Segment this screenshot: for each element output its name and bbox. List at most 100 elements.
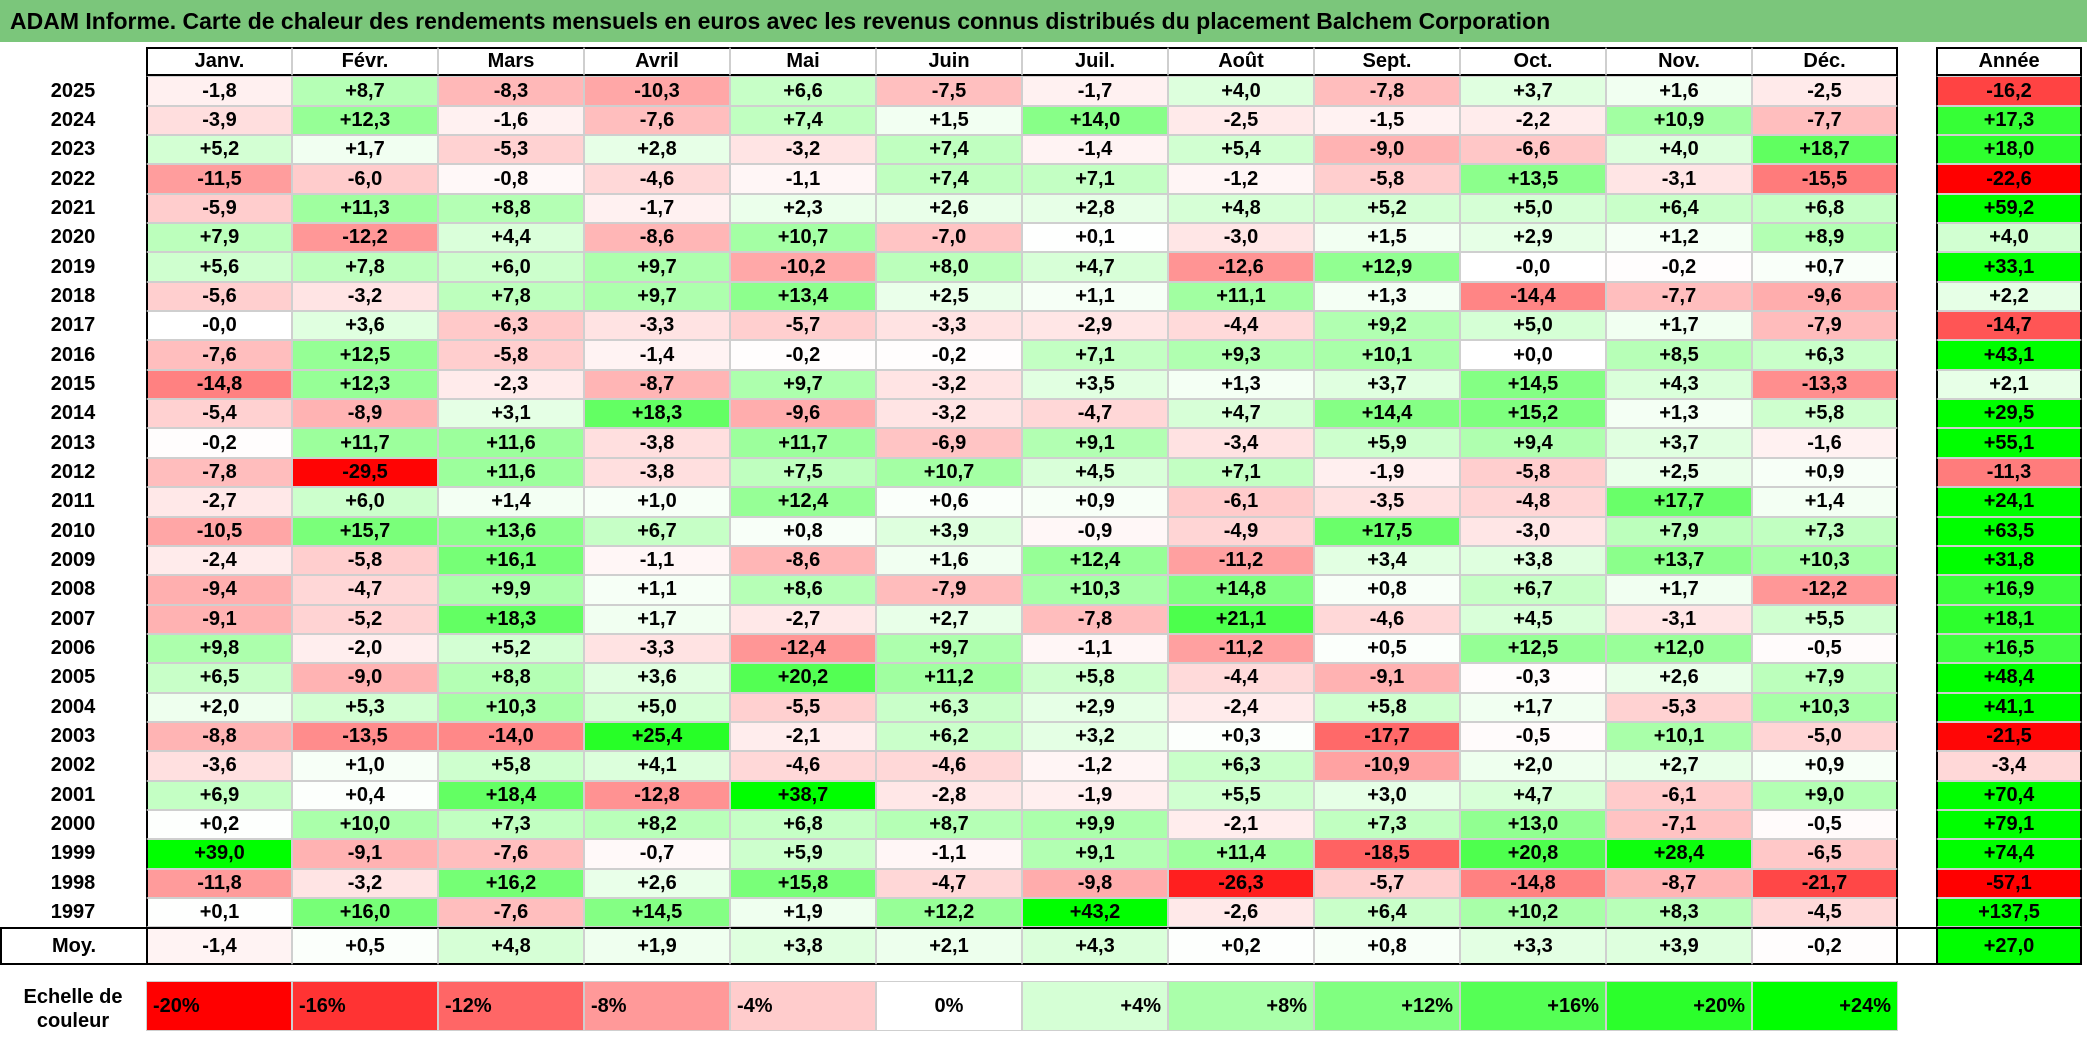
month-header: Sept. xyxy=(1314,47,1460,77)
month-value-cell: -3,2 xyxy=(292,281,438,312)
month-value-cell: +11,3 xyxy=(292,193,438,224)
month-value-cell: +3,9 xyxy=(1606,927,1752,966)
month-value-cell: +10,3 xyxy=(1752,692,1898,722)
month-value-cell: +4,3 xyxy=(1606,369,1752,400)
month-value-cell: -6,0 xyxy=(292,164,438,194)
month-value-cell: -0,2 xyxy=(876,340,1022,370)
month-value-cell: -5,2 xyxy=(292,604,438,634)
column-gap xyxy=(1898,575,1936,604)
year-row: 1999 +39,0 -9,1 -7,6 -0,7 +5,9 -1,1 +9,1 +11,4 -1… xyxy=(0,839,2082,869)
month-value-cell: -8,8 xyxy=(146,721,292,752)
month-value-cell: +3,7 xyxy=(1314,369,1460,400)
month-value-cell: +4,7 xyxy=(1168,399,1314,429)
month-header: Janv. xyxy=(146,47,292,77)
month-value-cell: +10,3 xyxy=(1022,575,1168,605)
annual-value-cell: +17,3 xyxy=(1936,105,2082,136)
year-row: 2013 -0,2 +11,7 +11,6 -3,8 +11,7 -6,9 +9,1 -3,4 +… xyxy=(0,428,2082,458)
month-value-cell: -9,4 xyxy=(146,575,292,605)
month-value-cell: -6,6 xyxy=(1460,135,1606,165)
month-value-cell: -7,9 xyxy=(876,575,1022,605)
year-row: 2011 -2,7 +6,0 +1,4 +1,0 +12,4 +0,6 +0,9 -6,1 -3,… xyxy=(0,487,2082,517)
month-value-cell: +9,2 xyxy=(1314,311,1460,341)
month-value-cell: -9,0 xyxy=(1314,135,1460,165)
month-value-cell: -3,2 xyxy=(876,399,1022,429)
month-value-cell: +16,0 xyxy=(292,897,438,928)
month-value-cell: +1,9 xyxy=(730,897,876,928)
annual-value-cell: +27,0 xyxy=(1936,927,2082,966)
month-value-cell: +2,7 xyxy=(876,604,1022,634)
month-value-cell: -14,4 xyxy=(1460,281,1606,312)
month-value-cell: -10,3 xyxy=(584,76,730,106)
year-label: 2002 xyxy=(50,754,96,777)
annual-value-cell: +43,1 xyxy=(1936,340,2082,370)
year-row: 2001 +6,9 +0,4 +18,4 -12,8 +38,7 -2,8 -1,9 +5,5 +… xyxy=(0,780,2082,810)
month-value-cell: -8,9 xyxy=(292,399,438,429)
month-value-cell: -29,5 xyxy=(292,457,438,488)
year-label: 2018 xyxy=(50,284,96,307)
column-gap xyxy=(1898,634,1936,663)
month-value-cell: +9,4 xyxy=(1460,428,1606,458)
month-value-cell: -9,1 xyxy=(1314,663,1460,693)
month-value-cell: +7,4 xyxy=(876,135,1022,165)
month-value-cell: +7,8 xyxy=(438,281,584,312)
month-value-cell: -13,3 xyxy=(1752,369,1898,400)
column-gap xyxy=(1898,135,1936,164)
month-value-cell: +11,6 xyxy=(438,428,584,458)
month-value-cell: +1,9 xyxy=(584,927,730,966)
year-label: 2012 xyxy=(50,460,96,483)
month-value-cell: -9,8 xyxy=(1022,868,1168,898)
month-value-cell: +0,7 xyxy=(1752,252,1898,282)
year-row: 2018 -5,6 -3,2 +7,8 +9,7 +13,4 +2,5 +1,1 +11,1 +1… xyxy=(0,281,2082,312)
month-value-cell: -5,7 xyxy=(1314,868,1460,898)
month-value-cell: +3,1 xyxy=(438,399,584,429)
month-value-cell: -5,7 xyxy=(730,311,876,341)
month-value-cell: +9,9 xyxy=(438,575,584,605)
month-value-cell: -1,4 xyxy=(584,340,730,370)
year-row: 2015 -14,8 +12,3 -2,3 -8,7 +9,7 -3,2 +3,5 +1,3 +3… xyxy=(0,369,2082,400)
month-value-cell: +6,8 xyxy=(730,809,876,840)
month-value-cell: -7,6 xyxy=(146,340,292,370)
month-value-cell: +7,1 xyxy=(1168,457,1314,488)
month-value-cell: +3,0 xyxy=(1314,780,1460,810)
month-value-cell: -1,9 xyxy=(1022,780,1168,810)
month-value-cell: -1,1 xyxy=(584,545,730,576)
month-value-cell: -11,2 xyxy=(1168,545,1314,576)
month-value-cell: -1,1 xyxy=(876,839,1022,869)
month-value-cell: -10,9 xyxy=(1314,751,1460,781)
year-row: 2024 -3,9 +12,3 -1,6 -7,6 +7,4 +1,5 +14,0 -2,5 -1… xyxy=(0,105,2082,136)
month-value-cell: +16,1 xyxy=(438,545,584,576)
month-value-cell: +3,7 xyxy=(1460,76,1606,106)
column-gap xyxy=(1898,458,1936,487)
month-header: Juin xyxy=(876,47,1022,77)
month-value-cell: +14,4 xyxy=(1314,399,1460,429)
month-value-cell: -12,2 xyxy=(292,223,438,253)
month-value-cell: -2,8 xyxy=(876,780,1022,810)
month-value-cell: -6,9 xyxy=(876,428,1022,458)
color-scale-legend: Echelle de couleur -20% -16% -12% -8% -4% 0% +… xyxy=(0,981,1898,1037)
month-value-cell: +1,3 xyxy=(1314,281,1460,312)
month-value-cell: +1,7 xyxy=(292,135,438,165)
month-value-cell: +0,8 xyxy=(1314,575,1460,605)
month-value-cell: -7,6 xyxy=(438,897,584,928)
year-label: 2011 xyxy=(51,490,95,513)
month-value-cell: +8,5 xyxy=(1606,340,1752,370)
month-value-cell: -4,6 xyxy=(730,751,876,781)
month-value-cell: +14,0 xyxy=(1022,105,1168,136)
month-value-cell: +18,3 xyxy=(438,604,584,634)
month-value-cell: +10,0 xyxy=(292,809,438,840)
month-value-cell: -4,7 xyxy=(292,575,438,605)
month-value-cell: +0,8 xyxy=(1314,927,1460,966)
month-value-cell: +3,7 xyxy=(1606,428,1752,458)
month-value-cell: +2,3 xyxy=(730,193,876,224)
month-value-cell: -7,7 xyxy=(1606,281,1752,312)
column-gap xyxy=(1898,722,1936,751)
month-value-cell: -2,7 xyxy=(146,487,292,517)
month-value-cell: -1,5 xyxy=(1314,105,1460,136)
year-label: 2025 xyxy=(50,79,96,102)
month-value-cell: +6,5 xyxy=(146,663,292,693)
year-row: 2016 -7,6 +12,5 -5,8 -1,4 -0,2 -0,2 +7,1 +9,3 +10… xyxy=(0,340,2082,370)
month-value-cell: +9,0 xyxy=(1752,780,1898,810)
color-scale-swatch: -16% xyxy=(292,981,438,1031)
average-label: Moy. xyxy=(0,927,146,966)
month-value-cell: +2,7 xyxy=(1606,751,1752,781)
